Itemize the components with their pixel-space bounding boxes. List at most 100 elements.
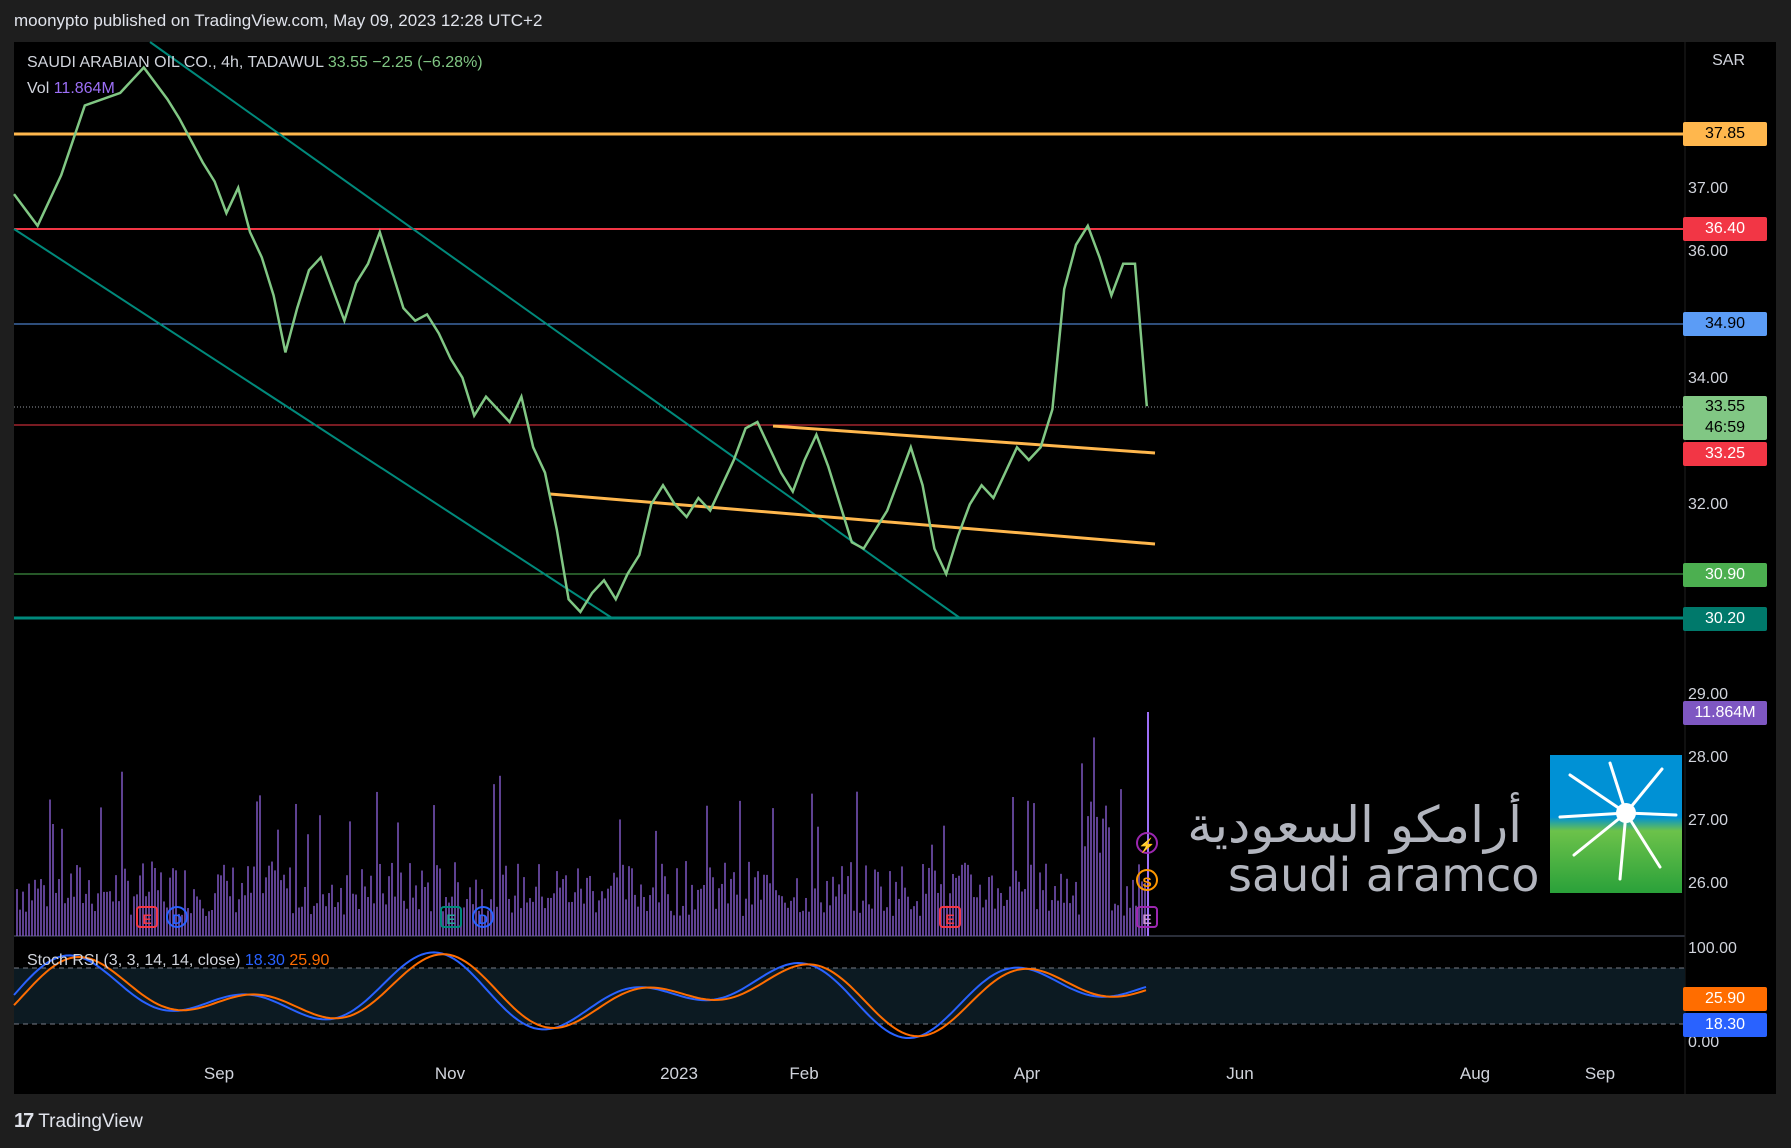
volume-bar	[418, 909, 420, 936]
tradingview-logo[interactable]: 17 TradingView	[14, 1110, 143, 1133]
volume-bar	[175, 870, 177, 936]
volume-bar	[223, 864, 225, 936]
wedge-upper-line[interactable]	[772, 424, 1156, 455]
stoch-k-line[interactable]	[13, 951, 1147, 1039]
volume-bar	[160, 872, 162, 936]
volume-bar	[661, 863, 663, 936]
volume-bar	[196, 896, 198, 936]
volume-bar	[652, 887, 654, 936]
price-label-36-40[interactable]: 36.40	[1683, 217, 1767, 241]
wedge-lower-line[interactable]	[549, 492, 1156, 546]
earnings-marker[interactable]: E	[440, 906, 462, 928]
volume-bar	[1066, 878, 1068, 936]
earnings-marker[interactable]: E	[136, 906, 158, 928]
volume-bar	[985, 899, 987, 936]
symbol-legend[interactable]: SAUDI ARABIAN OIL CO., 4h, TADAWUL 33.55…	[27, 54, 483, 72]
volume-bar	[958, 875, 960, 936]
volume-bar	[940, 884, 942, 936]
volume-bar	[805, 897, 807, 936]
stoch-legend[interactable]: Stoch RSI (3, 3, 14, 14, close) 18.30 25…	[27, 952, 329, 970]
split-marker[interactable]: S	[1136, 869, 1158, 891]
earnings-marker[interactable]: E	[1136, 906, 1158, 928]
volume-bar	[631, 868, 633, 936]
volume-bar	[787, 907, 789, 936]
volume-bar	[559, 887, 561, 936]
volume-bar	[454, 862, 456, 936]
volume-bar	[556, 871, 558, 936]
price-label-34-90[interactable]: 34.90	[1683, 312, 1767, 336]
volume-bar	[94, 911, 96, 936]
price-label-30-90[interactable]: 30.90	[1683, 563, 1767, 587]
volume-price-label[interactable]: 11.864M	[1683, 701, 1767, 725]
volume-bar	[1039, 872, 1041, 936]
volume-legend[interactable]: Vol 11.864M	[27, 80, 115, 98]
lightning-icon[interactable]: ⚡	[1136, 832, 1158, 854]
currency-label[interactable]: SAR	[1712, 52, 1745, 69]
volume-bar	[817, 826, 819, 936]
volume-bar	[364, 886, 366, 936]
volume-bar	[382, 893, 384, 936]
channel-upper-line[interactable]	[149, 41, 961, 619]
volume-bar	[874, 869, 876, 936]
volume-bar	[643, 897, 645, 936]
dividend-marker[interactable]: D	[472, 906, 494, 928]
volume-bar	[898, 898, 900, 936]
volume-bar	[502, 874, 504, 936]
volume-bar	[184, 870, 186, 936]
volume-bar	[274, 870, 276, 936]
price-label-37-85[interactable]: 37.85	[1683, 122, 1767, 146]
volume-bar	[1021, 891, 1023, 936]
volume-bar	[1102, 818, 1104, 936]
volume-bar	[1132, 879, 1134, 936]
volume-bar	[820, 902, 822, 936]
volume-bar	[238, 899, 240, 936]
volume-bar	[214, 893, 216, 936]
symbol-name[interactable]: SAUDI ARABIAN OIL CO., 4h, TADAWUL	[27, 54, 324, 71]
volume-bar	[121, 771, 123, 936]
channel-lower-line[interactable]	[13, 228, 613, 619]
volume-bar	[1141, 881, 1143, 936]
volume-bar	[55, 892, 57, 936]
volume-bar	[61, 828, 63, 936]
volume-bar	[253, 866, 255, 936]
price-label-33-25[interactable]: 33.25	[1683, 442, 1767, 466]
volume-bar	[97, 893, 99, 936]
volume-bar	[76, 865, 78, 936]
volume-bar	[1084, 846, 1086, 936]
volume-bar	[493, 784, 495, 936]
volume-bar	[211, 910, 213, 936]
volume-bar	[544, 908, 546, 936]
volume-bar	[514, 895, 516, 936]
volume-bar	[547, 897, 549, 936]
price-label-30-20[interactable]: 30.20	[1683, 607, 1767, 631]
stoch-k-label[interactable]: 18.30	[1683, 1013, 1767, 1037]
price-line[interactable]	[12, 65, 1149, 614]
volume-bar	[250, 892, 252, 936]
volume-bar	[361, 869, 363, 936]
stoch-d-label[interactable]: 25.90	[1683, 987, 1767, 1011]
volume-bar	[685, 861, 687, 936]
volume-bar	[535, 886, 537, 936]
volume-bar	[82, 903, 84, 936]
current-price-label[interactable]: 33.55 46:59	[1683, 396, 1767, 440]
volume-bar	[85, 893, 87, 936]
volume-bar	[646, 910, 648, 936]
volume-bar	[376, 791, 378, 936]
volume-bar	[16, 889, 18, 936]
volume-bar	[1042, 890, 1044, 936]
volume-bar	[1060, 873, 1062, 936]
volume-bar	[580, 888, 582, 936]
volume-bar	[394, 896, 396, 936]
volume-bar	[118, 901, 120, 936]
volume-bar	[292, 913, 294, 936]
earnings-marker[interactable]: E	[939, 906, 961, 928]
stoch-d-line[interactable]	[13, 953, 1147, 1038]
volume-bar	[1120, 789, 1122, 936]
dividend-marker[interactable]: D	[166, 906, 188, 928]
volume-bar	[235, 912, 237, 936]
volume-bar	[496, 906, 498, 936]
volume-bar	[1093, 737, 1095, 936]
volume-bar	[1138, 864, 1140, 936]
volume-bar	[775, 890, 777, 936]
